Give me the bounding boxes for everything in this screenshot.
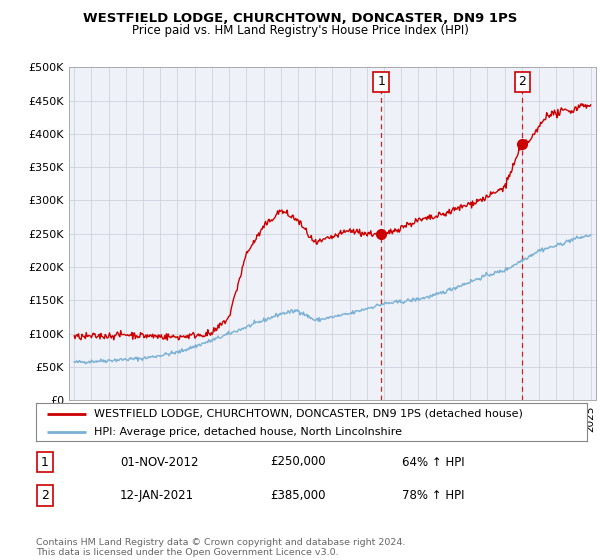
Text: 12-JAN-2021: 12-JAN-2021 <box>120 489 194 502</box>
Text: 01-NOV-2012: 01-NOV-2012 <box>120 455 199 469</box>
Text: 78% ↑ HPI: 78% ↑ HPI <box>402 489 464 502</box>
Text: WESTFIELD LODGE, CHURCHTOWN, DONCASTER, DN9 1PS (detached house): WESTFIELD LODGE, CHURCHTOWN, DONCASTER, … <box>94 409 523 419</box>
Text: Price paid vs. HM Land Registry's House Price Index (HPI): Price paid vs. HM Land Registry's House … <box>131 24 469 36</box>
Text: 2: 2 <box>518 76 526 88</box>
Text: WESTFIELD LODGE, CHURCHTOWN, DONCASTER, DN9 1PS: WESTFIELD LODGE, CHURCHTOWN, DONCASTER, … <box>83 12 517 25</box>
Text: 1: 1 <box>41 455 49 469</box>
Text: 64% ↑ HPI: 64% ↑ HPI <box>402 455 464 469</box>
Text: £250,000: £250,000 <box>270 455 326 469</box>
Text: Contains HM Land Registry data © Crown copyright and database right 2024.
This d: Contains HM Land Registry data © Crown c… <box>36 538 406 557</box>
Text: HPI: Average price, detached house, North Lincolnshire: HPI: Average price, detached house, Nort… <box>94 427 402 437</box>
Text: 2: 2 <box>41 489 49 502</box>
Text: £385,000: £385,000 <box>270 489 325 502</box>
Text: 1: 1 <box>377 76 385 88</box>
